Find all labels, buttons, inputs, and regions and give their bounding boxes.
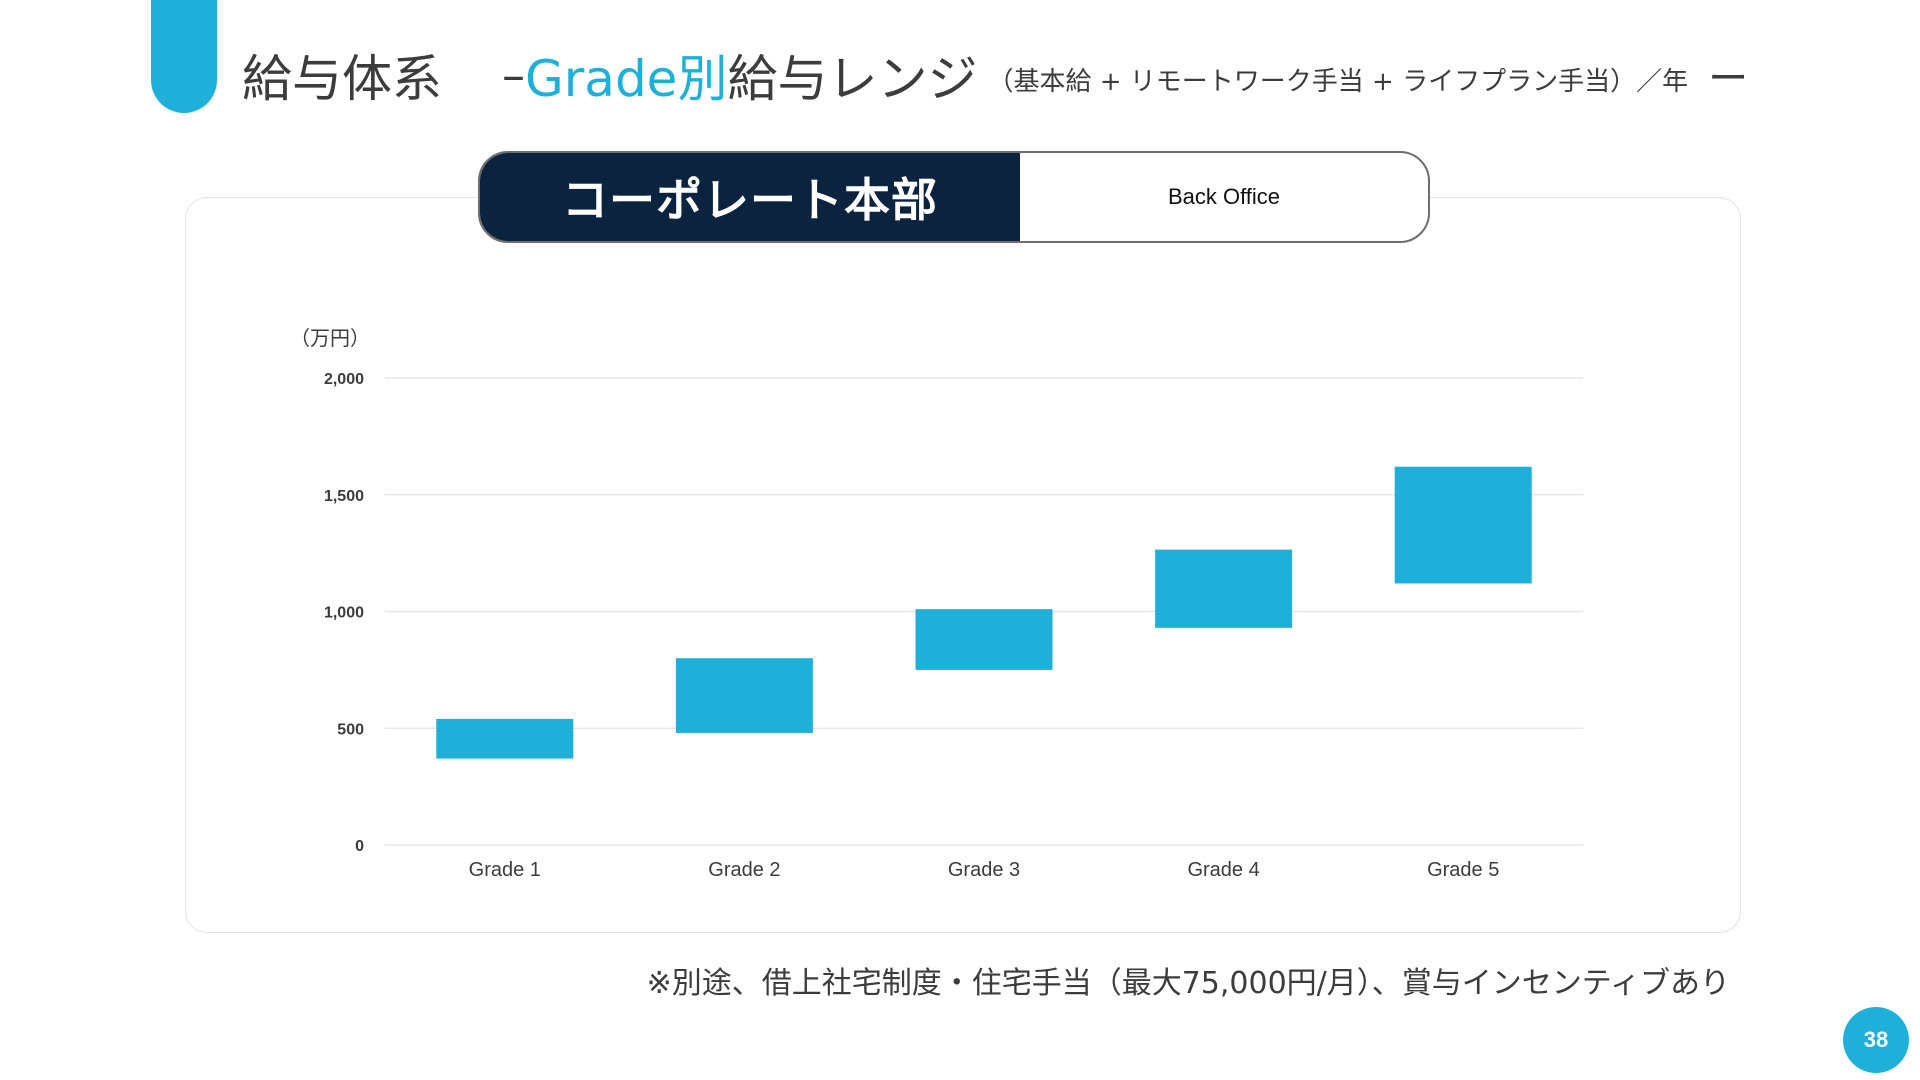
page-title: 給与体系 – Grade別 給与レンジ （基本給 + リモートワーク手当 + ラ… (242, 40, 1748, 110)
title-main: 給与体系 (242, 50, 442, 108)
page-number-badge: 38 (1843, 1007, 1909, 1073)
title-dash: – (502, 48, 525, 102)
tab-corporate[interactable]: コーポレート本部 (480, 153, 1020, 241)
title-subtitle: （基本給 + リモートワーク手当 + ライフプラン手当）／年 (987, 66, 1689, 97)
chart-card (185, 197, 1741, 933)
title-tail: ー (1708, 56, 1749, 102)
tab-back-office[interactable]: Back Office (1167, 184, 1281, 209)
footnote: ※別途、借上社宅制度・住宅手当（最大75,000円/月）、賞与インセンティブあり (646, 966, 1730, 1001)
department-switch: コーポレート本部 Back Office (478, 151, 1430, 243)
accent-bar (151, 0, 217, 113)
title-range: 給与レンジ (727, 50, 978, 108)
title-grade: Grade別 (525, 50, 728, 108)
